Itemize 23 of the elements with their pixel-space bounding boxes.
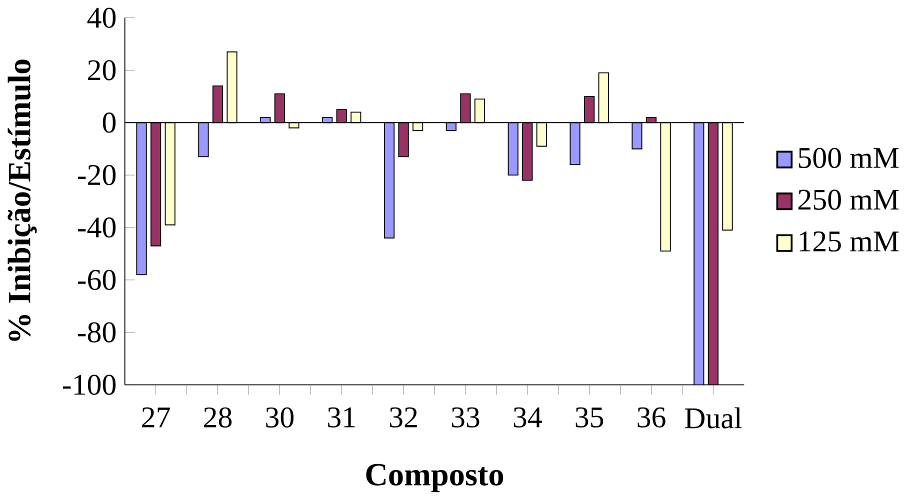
x-tick-label: Dual — [684, 407, 742, 429]
legend-label: 500 mM — [798, 148, 899, 168]
y-tick-label: 0 — [102, 112, 116, 133]
y-tick-label: -40 — [78, 218, 116, 238]
y-tick-label: 40 — [87, 8, 116, 28]
x-tick-label: 33 — [452, 407, 480, 428]
x-tick-label: 32 — [390, 407, 417, 428]
x-tick-label: 31 — [328, 407, 355, 428]
legend-label: 125 mM — [800, 232, 899, 252]
y-tick-label: -100 — [62, 374, 116, 395]
x-tick-label: 30 — [266, 407, 294, 428]
x-tick-label: 36 — [638, 407, 666, 428]
x-tick-label: 34 — [514, 407, 542, 428]
y-tick-label: -80 — [78, 322, 116, 343]
legend-label: 250 mM — [798, 190, 899, 210]
x-axis-title: Composto — [366, 464, 504, 492]
x-tick-label: 28 — [204, 407, 232, 428]
y-axis-title: % Inibição/Estímulo — [8, 60, 37, 341]
y-tick-label: -60 — [78, 270, 116, 290]
x-tick-label: 35 — [576, 407, 604, 428]
y-tick-label: 20 — [88, 60, 116, 80]
x-tick-label: 27 — [142, 407, 170, 428]
y-tick-label: -20 — [78, 165, 116, 186]
